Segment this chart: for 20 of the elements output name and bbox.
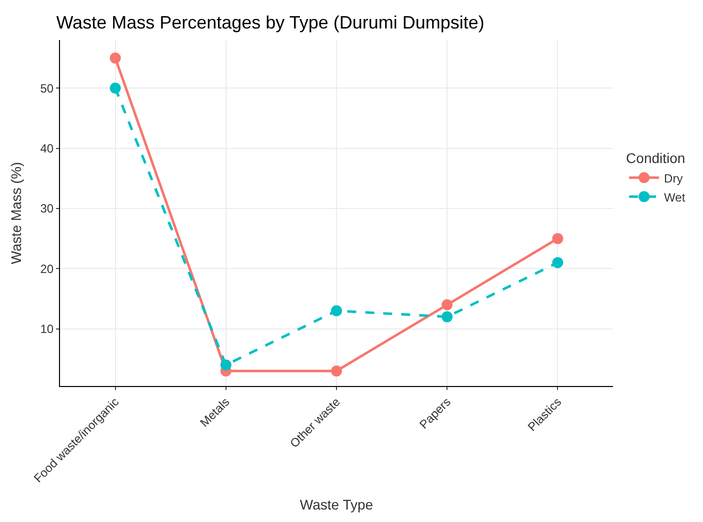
point bbox=[442, 299, 453, 310]
point bbox=[331, 305, 342, 316]
y-axis-title: Waste Mass (%) bbox=[8, 162, 24, 264]
point bbox=[442, 311, 453, 322]
point bbox=[331, 365, 342, 376]
x-axis-title: Waste Type bbox=[300, 496, 374, 513]
y-tick-label: 40 bbox=[40, 142, 54, 156]
y-tick-label: 10 bbox=[40, 322, 54, 336]
y-tick-label: 50 bbox=[40, 81, 54, 96]
point bbox=[110, 52, 121, 64]
point bbox=[552, 233, 564, 244]
point bbox=[552, 257, 564, 268]
legend-title: Condition bbox=[626, 150, 686, 166]
point bbox=[220, 359, 232, 370]
point bbox=[110, 82, 121, 94]
y-tick-label: 20 bbox=[40, 262, 54, 276]
chart-title: Waste Mass Percentages by Type (Durumi Dumpsite) bbox=[56, 12, 484, 32]
y-tick-label: 30 bbox=[40, 202, 54, 216]
legend-label: Dry bbox=[664, 171, 683, 186]
legend-label: Wet bbox=[664, 190, 686, 204]
